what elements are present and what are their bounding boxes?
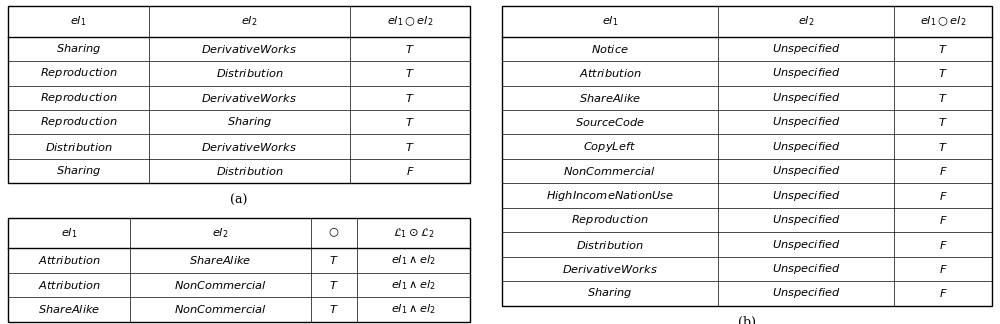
- Text: $Unspecified$: $Unspecified$: [772, 189, 840, 202]
- Text: $el_1 \bigcirc el_2$: $el_1 \bigcirc el_2$: [920, 15, 966, 28]
- Text: $Unspecified$: $Unspecified$: [772, 237, 840, 251]
- Text: $Reproduction$: $Reproduction$: [40, 66, 117, 80]
- Text: $F$: $F$: [406, 165, 414, 177]
- Text: $el_1 \bigcirc el_2$: $el_1 \bigcirc el_2$: [387, 15, 433, 28]
- Text: $T$: $T$: [329, 303, 339, 315]
- Text: $el_1$: $el_1$: [61, 226, 77, 240]
- Text: $Distribution$: $Distribution$: [576, 238, 644, 250]
- Text: $DerivativeWorks$: $DerivativeWorks$: [201, 92, 297, 104]
- Text: $ShareAlike$: $ShareAlike$: [38, 303, 100, 315]
- Text: $el_2$: $el_2$: [798, 15, 814, 29]
- Text: $Unspecified$: $Unspecified$: [772, 42, 840, 56]
- Text: $Reproduction$: $Reproduction$: [571, 213, 649, 227]
- Text: $F$: $F$: [939, 190, 947, 202]
- Text: $DerivativeWorks$: $DerivativeWorks$: [201, 43, 297, 55]
- Text: $ShareAlike$: $ShareAlike$: [579, 92, 641, 104]
- Text: $F$: $F$: [939, 238, 947, 250]
- Text: $NonCommercial$: $NonCommercial$: [174, 279, 267, 291]
- Text: $T$: $T$: [938, 141, 948, 153]
- Text: $Unspecified$: $Unspecified$: [772, 115, 840, 129]
- Text: $Unspecified$: $Unspecified$: [772, 140, 840, 154]
- Text: $SourceCode$: $SourceCode$: [575, 116, 645, 128]
- Text: $el_1 \wedge el_2$: $el_1 \wedge el_2$: [391, 302, 436, 316]
- Text: $T$: $T$: [938, 116, 948, 128]
- Text: $ShareAlike$: $ShareAlike$: [189, 254, 252, 266]
- Text: $T$: $T$: [405, 141, 415, 153]
- Text: $T$: $T$: [405, 43, 415, 55]
- Text: $T$: $T$: [938, 67, 948, 79]
- Text: $Attribution$: $Attribution$: [38, 279, 101, 291]
- Text: $CopyLeft$: $CopyLeft$: [583, 140, 636, 154]
- Text: $el_1 \wedge el_2$: $el_1 \wedge el_2$: [391, 253, 436, 267]
- Text: $F$: $F$: [939, 263, 947, 275]
- Text: $Sharing$: $Sharing$: [587, 286, 632, 300]
- Text: $F$: $F$: [939, 165, 947, 177]
- Text: $DerivativeWorks$: $DerivativeWorks$: [562, 263, 658, 275]
- Text: $T$: $T$: [938, 92, 948, 104]
- Text: $T$: $T$: [938, 43, 948, 55]
- Text: $el_1$: $el_1$: [70, 15, 87, 29]
- Bar: [502, 6, 992, 306]
- Text: $NonCommercial$: $NonCommercial$: [174, 303, 267, 315]
- Text: $Sharing$: $Sharing$: [56, 42, 101, 56]
- Text: $Distribution$: $Distribution$: [45, 141, 112, 153]
- Text: $Unspecified$: $Unspecified$: [772, 262, 840, 276]
- Text: $Unspecified$: $Unspecified$: [772, 66, 840, 80]
- Text: $Sharing$: $Sharing$: [56, 164, 101, 178]
- Text: $F$: $F$: [939, 287, 947, 299]
- Text: $T$: $T$: [329, 254, 339, 266]
- Bar: [8, 218, 470, 321]
- Bar: [8, 6, 470, 183]
- Text: $T$: $T$: [329, 279, 339, 291]
- Text: $Reproduction$: $Reproduction$: [40, 91, 117, 105]
- Text: $Distribution$: $Distribution$: [216, 67, 283, 79]
- Text: $Attribution$: $Attribution$: [579, 67, 641, 79]
- Text: $\bigcirc$: $\bigcirc$: [328, 227, 339, 239]
- Text: $Unspecified$: $Unspecified$: [772, 213, 840, 227]
- Text: $F$: $F$: [939, 214, 947, 226]
- Text: $T$: $T$: [405, 92, 415, 104]
- Text: $Sharing$: $Sharing$: [227, 115, 272, 129]
- Text: $T$: $T$: [405, 116, 415, 128]
- Text: $HighIncomeNationUse$: $HighIncomeNationUse$: [546, 189, 674, 202]
- Text: $NonCommercial$: $NonCommercial$: [563, 165, 656, 177]
- Text: (b): (b): [738, 316, 756, 324]
- Text: (a): (a): [230, 194, 248, 207]
- Text: $\mathcal{L}_1 \odot \mathcal{L}_2$: $\mathcal{L}_1 \odot \mathcal{L}_2$: [393, 226, 434, 240]
- Text: $el_2$: $el_2$: [212, 226, 229, 240]
- Text: $Unspecified$: $Unspecified$: [772, 91, 840, 105]
- Text: $el_1$: $el_1$: [602, 15, 618, 29]
- Text: $Unspecified$: $Unspecified$: [772, 164, 840, 178]
- Text: $el_2$: $el_2$: [241, 15, 258, 29]
- Text: $Notice$: $Notice$: [591, 43, 629, 55]
- Text: $Distribution$: $Distribution$: [216, 165, 283, 177]
- Text: $Unspecified$: $Unspecified$: [772, 286, 840, 300]
- Text: $el_1 \wedge el_2$: $el_1 \wedge el_2$: [391, 278, 436, 292]
- Text: $Reproduction$: $Reproduction$: [40, 115, 117, 129]
- Text: $DerivativeWorks$: $DerivativeWorks$: [201, 141, 297, 153]
- Text: $Attribution$: $Attribution$: [38, 254, 101, 266]
- Text: $T$: $T$: [405, 67, 415, 79]
